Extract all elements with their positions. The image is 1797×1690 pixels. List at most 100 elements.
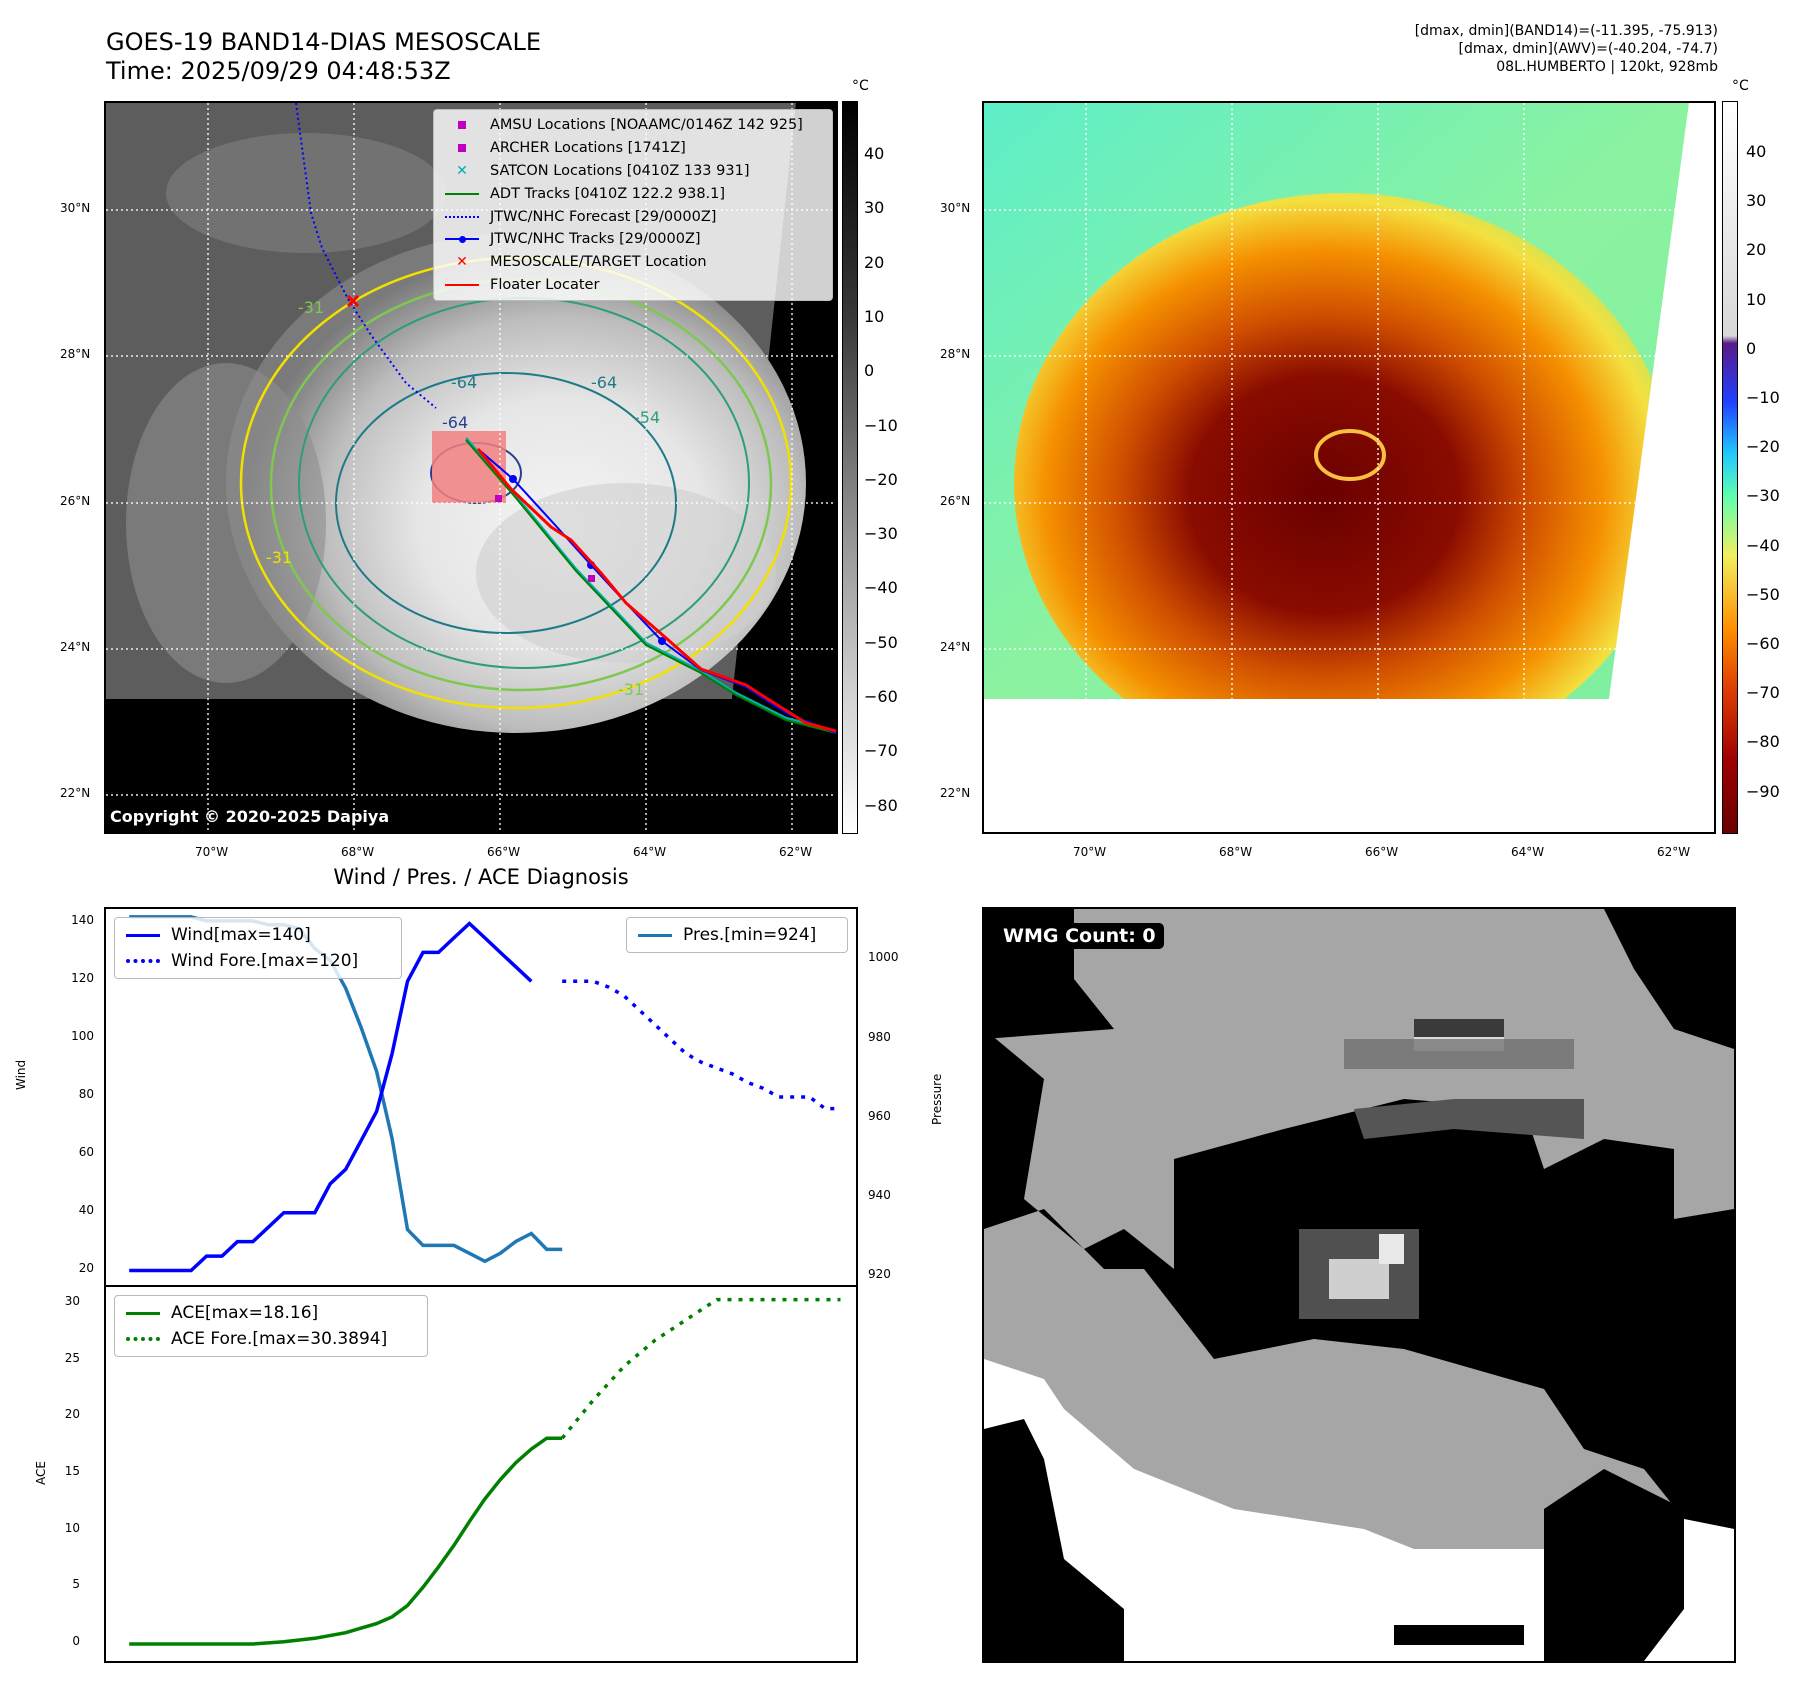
line-icon bbox=[635, 933, 675, 937]
colorbar-tick-label: −50 bbox=[864, 632, 898, 652]
wind-line bbox=[129, 921, 533, 1273]
lat-label: 24°N bbox=[940, 640, 971, 654]
legend-label: Pres.[min=924] bbox=[683, 925, 817, 945]
line-icon bbox=[442, 283, 482, 286]
colorbar-tick-label: −10 bbox=[1746, 388, 1780, 407]
lon-label: 62°W bbox=[1657, 845, 1691, 859]
stats-header: [dmax, dmin](BAND14)=(-11.395, -75.913) … bbox=[1415, 22, 1718, 76]
ace-tick-label: 20 bbox=[64, 1407, 80, 1422]
awv-stats: [dmax, dmin](AWV)=(-40.204, -74.7) bbox=[1458, 41, 1718, 57]
lon-label: 62°W bbox=[779, 845, 813, 859]
colorbar-tick-label: −70 bbox=[1746, 683, 1780, 703]
colorbar-tick-label: 10 bbox=[864, 306, 885, 326]
colorbar-tick-label: −20 bbox=[864, 469, 898, 489]
colorbar-tick-label: −80 bbox=[864, 795, 898, 815]
lat-label: 22°N bbox=[60, 786, 91, 800]
line-icon bbox=[442, 192, 482, 195]
legend-label: MESOSCALE/TARGET Location bbox=[490, 254, 707, 271]
legend-entry: ACE[max=18.16] bbox=[123, 1300, 419, 1326]
lat-label: 24°N bbox=[60, 640, 91, 654]
lat-label: 28°N bbox=[60, 347, 91, 361]
colorbar-tick-label: −40 bbox=[1746, 535, 1780, 555]
wind-tick-label: 40 bbox=[78, 1202, 94, 1217]
legend-entry: ARCHER Locations [1741Z] bbox=[442, 137, 824, 160]
colorbar-tick-label: −30 bbox=[864, 524, 898, 544]
dotted-line-icon bbox=[123, 1337, 163, 1341]
wind-tick-label: 100 bbox=[71, 1029, 94, 1044]
lat-label: 26°N bbox=[940, 494, 971, 508]
lon-label: 66°W bbox=[487, 845, 521, 859]
lon-label: 68°W bbox=[1219, 845, 1253, 859]
wind-axis-label: Wind bbox=[14, 1059, 28, 1090]
ace-tick-label: 10 bbox=[64, 1520, 80, 1535]
lon-label: 68°W bbox=[341, 845, 375, 859]
wind-tick-label: 60 bbox=[78, 1144, 94, 1159]
awv-colorbar bbox=[1722, 101, 1738, 834]
dotted-line-icon bbox=[442, 215, 482, 218]
ir-map-panel: -64 -64 -54 -31 -31 -64 -31 Copyright © … bbox=[104, 101, 838, 834]
colorbar-tick-label: −60 bbox=[864, 687, 898, 706]
legend-entry: JTWC/NHC Forecast [29/0000Z] bbox=[442, 205, 824, 228]
legend-entry: ✕ MESOSCALE/TARGET Location bbox=[442, 251, 824, 274]
colorbar-tick-label: 40 bbox=[1746, 142, 1767, 161]
pressure-tick-label: 1000 bbox=[868, 950, 899, 965]
wmg-count-badge: WMG Count: 0 bbox=[995, 923, 1164, 949]
line-icon bbox=[123, 1311, 163, 1315]
legend-entry: ✕ SATCON Locations [0410Z 133 931] bbox=[442, 160, 824, 183]
colorbar-tick-label: 30 bbox=[864, 198, 885, 218]
legend-label: SATCON Locations [0410Z 133 931] bbox=[490, 162, 750, 179]
ace-plot bbox=[129, 1297, 841, 1646]
wmg-panel: WMG Count: 0 bbox=[982, 907, 1736, 1663]
ir-colorbar bbox=[842, 101, 858, 834]
colorbar-tick-label: 20 bbox=[864, 252, 885, 272]
colorbar-unit: °C bbox=[1732, 78, 1749, 94]
colorbar-tick-label: −60 bbox=[1746, 634, 1780, 653]
wind-forecast-line bbox=[562, 979, 841, 1111]
pressure-tick-label: 960 bbox=[868, 1108, 891, 1123]
wind-tick-label: 80 bbox=[78, 1087, 94, 1101]
lon-label: 64°W bbox=[633, 845, 667, 859]
wind-tick-label: 120 bbox=[71, 971, 94, 986]
pressure-tick-label: 920 bbox=[868, 1267, 891, 1282]
line-dot-icon bbox=[442, 235, 482, 243]
x-marker-icon: ✕ bbox=[456, 162, 468, 179]
ace-tick-label: 15 bbox=[64, 1464, 80, 1478]
pressure-tick-label: 940 bbox=[868, 1187, 891, 1202]
copyright-label: Copyright © 2020-2025 Dapiya bbox=[110, 807, 390, 826]
ace-legend: ACE[max=18.16] ACE Fore.[max=30.3894] bbox=[114, 1295, 428, 1357]
legend-label: JTWC/NHC Forecast [29/0000Z] bbox=[490, 208, 717, 225]
square-marker-icon bbox=[442, 144, 482, 153]
colorbar-tick-label: 10 bbox=[1746, 289, 1767, 309]
contour-label: -64 bbox=[451, 373, 477, 392]
ace-tick-label: 30 bbox=[64, 1294, 80, 1308]
legend-label: JTWC/NHC Tracks [29/0000Z] bbox=[490, 231, 701, 248]
lon-label: 70°W bbox=[195, 845, 229, 859]
legend-label: ADT Tracks [0410Z 122.2 938.1] bbox=[490, 185, 726, 202]
ace-line bbox=[129, 1436, 563, 1646]
contour-label: -64 bbox=[591, 373, 617, 392]
dotted-line-icon bbox=[123, 959, 163, 963]
colorbar-tick-label: −70 bbox=[864, 741, 898, 761]
pressure-axis-label: Pressure bbox=[930, 1073, 944, 1125]
ace-tick-label: 0 bbox=[72, 1634, 80, 1648]
colorbar-tick-label: −30 bbox=[1746, 486, 1780, 506]
legend-label: ACE[max=18.16] bbox=[171, 1303, 319, 1323]
lat-label: 26°N bbox=[60, 494, 91, 508]
chart-title: GOES-19 BAND14-DIAS MESOSCALE Time: 2025… bbox=[106, 28, 541, 86]
legend-entry: ACE Fore.[max=30.3894] bbox=[123, 1326, 419, 1352]
lat-label: 28°N bbox=[940, 347, 971, 361]
colorbar-tick-label: −40 bbox=[864, 578, 898, 598]
lat-label: 30°N bbox=[60, 201, 91, 215]
title-line-1: GOES-19 BAND14-DIAS MESOSCALE bbox=[106, 28, 542, 56]
ace-tick-label: 25 bbox=[64, 1350, 80, 1365]
wind-tick-label: 20 bbox=[78, 1260, 94, 1275]
ace-forecast-line bbox=[560, 1297, 841, 1440]
legend-entry: JTWC/NHC Tracks [29/0000Z] bbox=[442, 228, 824, 251]
colorbar-tick-label: −50 bbox=[1746, 584, 1780, 604]
ace-tick-label: 5 bbox=[72, 1577, 80, 1592]
colorbar-tick-label: 0 bbox=[864, 361, 875, 381]
ace-axis-label: ACE bbox=[34, 1461, 48, 1485]
lon-label: 64°W bbox=[1511, 845, 1545, 859]
legend-label: Floater Locater bbox=[490, 276, 600, 293]
lon-label: 70°W bbox=[1073, 845, 1107, 859]
